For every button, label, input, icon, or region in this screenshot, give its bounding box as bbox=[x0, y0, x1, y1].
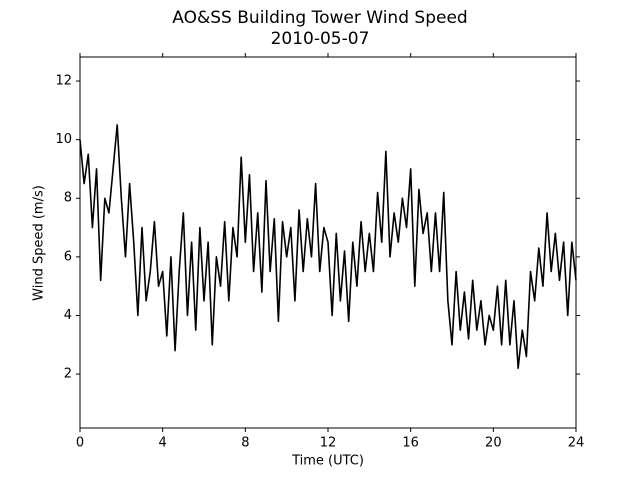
y-tick-label: 6 bbox=[64, 249, 72, 264]
y-tick-label: 8 bbox=[64, 191, 72, 206]
plot-frame bbox=[79, 56, 577, 429]
y-tick-label: 4 bbox=[64, 308, 72, 323]
chart-subtitle: 2010-05-07 bbox=[271, 29, 370, 49]
x-tick-label: 20 bbox=[485, 436, 502, 451]
x-tick-label: 4 bbox=[159, 436, 167, 451]
chart-title: AO&SS Building Tower Wind Speed bbox=[172, 8, 467, 28]
x-tick-label: 12 bbox=[320, 436, 337, 451]
x-tick-label: 8 bbox=[241, 436, 249, 451]
x-tick-label: 0 bbox=[76, 436, 84, 451]
x-axis-label: Time (UTC) bbox=[291, 454, 364, 469]
x-tick-label: 24 bbox=[568, 436, 585, 451]
x-tick-label: 16 bbox=[402, 436, 419, 451]
y-tick-label: 10 bbox=[55, 132, 72, 147]
y-axis-label: Wind Speed (m/s) bbox=[32, 185, 47, 301]
y-tick-label: 12 bbox=[55, 74, 72, 89]
data-line bbox=[79, 124, 577, 370]
y-tick-label: 2 bbox=[64, 367, 72, 382]
